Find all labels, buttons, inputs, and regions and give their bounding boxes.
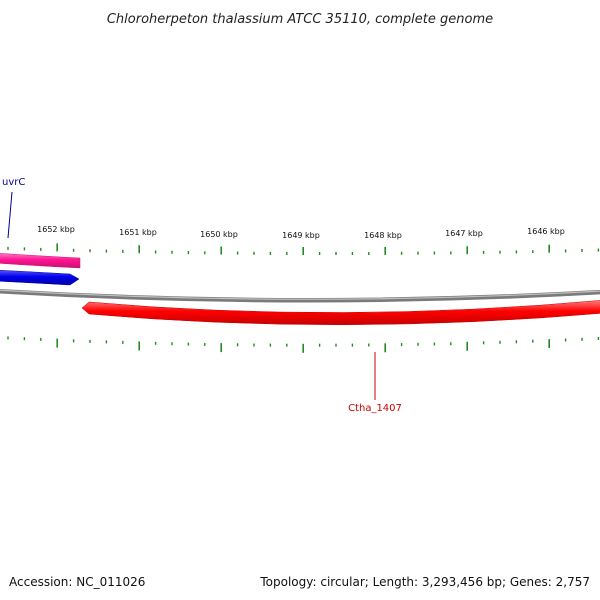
- outer-tick-ruler: [7, 243, 600, 255]
- ctha-1407-label[interactable]: Ctha_1407: [348, 403, 402, 414]
- uvrC-label[interactable]: uvrC: [2, 177, 25, 188]
- gene-uvrC[interactable]: [0, 253, 81, 269]
- map-title: Chloroherpeton thalassium ATCC 35110, co…: [107, 12, 493, 27]
- gene-ctha-1407[interactable]: [81, 300, 600, 326]
- inner-tick-ruler: [7, 336, 600, 353]
- gene-blue-feature[interactable]: [0, 270, 80, 286]
- uvrC-leader-line: [7, 191, 13, 239]
- tick-label: 1646 kbp: [527, 227, 565, 236]
- tick-label: 1648 kbp: [364, 231, 402, 240]
- tick-label: 1652 kbp: [37, 225, 75, 234]
- accession-text: Accession: NC_011026: [9, 575, 145, 589]
- genome-backbone: [0, 288, 600, 303]
- genome-summary-text: Topology: circular; Length: 3,293,456 bp…: [259, 575, 590, 589]
- tick-label: 1650 kbp: [200, 230, 238, 239]
- genome-backbone-highlight: [0, 289, 600, 300]
- tick-label: 1651 kbp: [119, 228, 157, 237]
- tick-label: 1649 kbp: [282, 231, 320, 240]
- tick-labels: 1652 kbp 1651 kbp 1650 kbp 1649 kbp 1648…: [37, 225, 565, 240]
- tick-label: 1647 kbp: [445, 229, 483, 238]
